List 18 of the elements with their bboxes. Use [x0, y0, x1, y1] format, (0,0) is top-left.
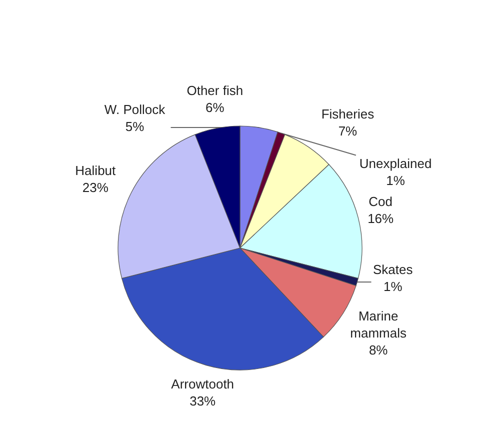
- slice-label: Cod: [368, 194, 393, 209]
- slice-label: Halibut: [75, 162, 116, 178]
- data-label: 16%: [368, 210, 394, 226]
- slice-label: Marine mammals: [350, 308, 408, 340]
- data-label: 33%: [190, 394, 216, 409]
- slice-label: W. Pollock: [104, 102, 166, 118]
- data-label: 6%: [205, 100, 225, 116]
- slice-label: Skates: [372, 262, 414, 277]
- data-label: 5%: [125, 119, 145, 134]
- data-label: 23%: [82, 180, 109, 195]
- slice-label: Unexplained: [359, 156, 432, 171]
- data-label: 1%: [386, 172, 406, 188]
- slice-label: Fisheries: [321, 106, 375, 122]
- data-label: 1%: [383, 278, 403, 294]
- slice-label: Other fish: [186, 83, 244, 98]
- data-label: 7%: [338, 124, 358, 139]
- data-label: 8%: [368, 342, 388, 358]
- slice-label: Arrowtooth: [171, 376, 234, 392]
